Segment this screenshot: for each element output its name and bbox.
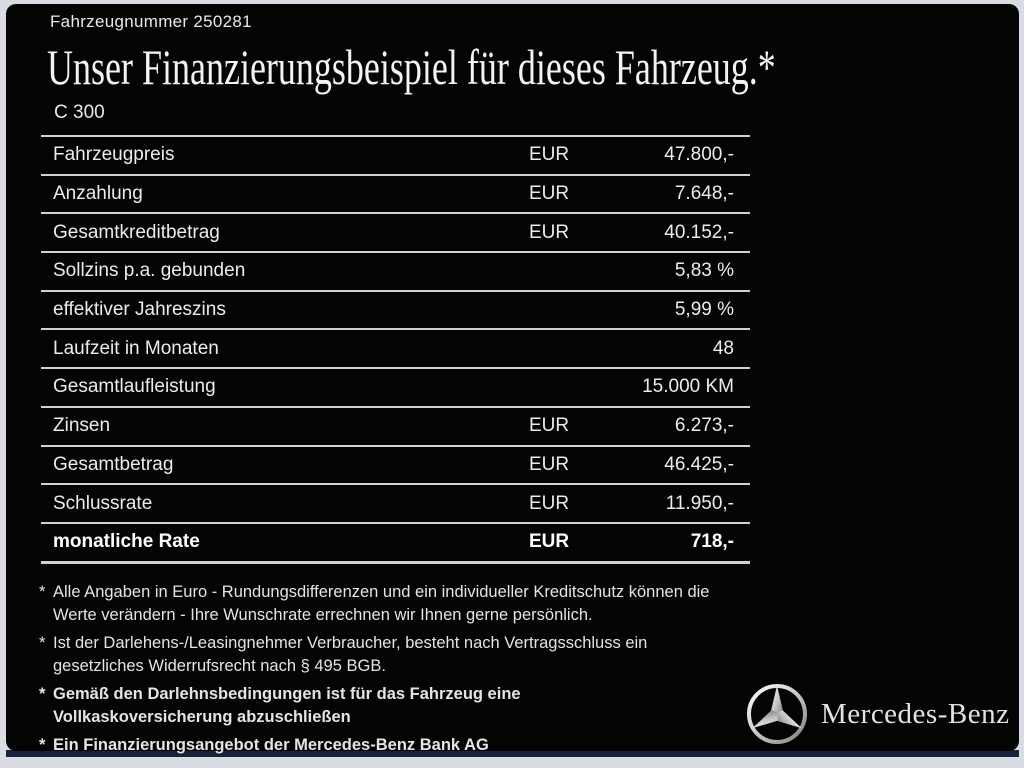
- row-value: 11.950,-: [665, 492, 734, 514]
- row-value: 47.800,-: [664, 144, 734, 166]
- row-label: monatliche Rate: [53, 531, 200, 553]
- table-row: Gesamtkreditbetrag EUR 40.152,-: [41, 214, 750, 254]
- footnote-line: gesetzliches Widerrufsrecht nach § 495 B…: [53, 656, 386, 675]
- brand-wordmark: Mercedes-Benz: [821, 697, 1010, 730]
- footnotes: * Alle Angaben in Euro - Rundungsdiffere…: [39, 581, 739, 763]
- row-value: 718,-: [690, 531, 734, 553]
- page-title: Unser Finanzierungsbeispiel für dieses F…: [47, 39, 776, 95]
- row-currency: EUR: [529, 221, 570, 243]
- footnote-marker: *: [39, 583, 46, 601]
- row-currency: EUR: [529, 531, 570, 553]
- row-value: 5,83 %: [674, 260, 734, 282]
- row-value: 5,99 %: [674, 299, 734, 321]
- row-value: 40.152,-: [664, 221, 734, 243]
- row-currency: EUR: [529, 453, 570, 475]
- vehicle-number: Fahrzeugnummer 250281: [50, 12, 252, 31]
- row-value: 48: [712, 337, 734, 359]
- table-row: Zinsen EUR 6.273,-: [41, 408, 750, 447]
- table-row: Anzahlung EUR 7.648,-: [41, 176, 750, 215]
- row-currency: EUR: [529, 144, 570, 166]
- table-row: Sollzins p.a. gebunden 5,83 %: [41, 253, 750, 292]
- footnote-line: Ist der Darlehens-/Leasingnehmer Verbrau…: [53, 634, 648, 652]
- row-label: Gesamtlaufleistung: [53, 376, 216, 398]
- footnote: * Ein Finanzierungsangebot der Mercedes-…: [39, 734, 739, 757]
- footnote-marker: *: [39, 736, 46, 754]
- table-row: Fahrzeugpreis EUR 47.800,-: [41, 137, 750, 176]
- row-label: Sollzins p.a. gebunden: [53, 260, 246, 282]
- footnote-marker: *: [39, 634, 46, 652]
- table-row-monthly-rate: monatliche Rate EUR 718,-: [41, 524, 750, 564]
- row-label: Laufzeit in Monaten: [53, 337, 219, 359]
- row-label: Zinsen: [53, 415, 111, 437]
- footnote-line: Alle Angaben in Euro - Rundungsdifferenz…: [53, 583, 710, 601]
- table-row: Gesamtlaufleistung 15.000 KM: [41, 369, 750, 408]
- row-label: effektiver Jahreszins: [53, 299, 226, 321]
- footnote-line: Gemäß den Darlehnsbedingungen ist für da…: [53, 685, 521, 703]
- row-label: Schlussrate: [53, 492, 153, 514]
- row-value: 46.425,-: [664, 453, 734, 475]
- row-value: 6.273,-: [674, 415, 734, 437]
- footnote-line: Werte verändern - Ihre Wunschrate errech…: [53, 605, 593, 624]
- bottom-accent-strip: [6, 750, 1019, 757]
- row-label: Gesamtbetrag: [53, 453, 174, 475]
- footnote: * Gemäß den Darlehnsbedingungen ist für …: [39, 683, 739, 728]
- row-label: Fahrzeugpreis: [53, 144, 175, 166]
- table-row: Laufzeit in Monaten 48: [41, 330, 750, 370]
- footnote-text: Alle Angaben in Euro - Rundungsdifferenz…: [53, 581, 709, 626]
- row-currency: EUR: [529, 492, 570, 514]
- row-value: 15.000 KM: [642, 376, 734, 398]
- row-currency: EUR: [529, 183, 570, 205]
- row-label: Anzahlung: [53, 183, 143, 205]
- table-row: Schlussrate EUR 11.950,-: [41, 485, 750, 524]
- row-label: Gesamtkreditbetrag: [53, 221, 220, 243]
- footnote-marker: *: [39, 685, 46, 703]
- table-row: Gesamtbetrag EUR 46.425,-: [41, 447, 750, 486]
- row-currency: EUR: [529, 415, 570, 437]
- table-row: effektiver Jahreszins 5,99 %: [41, 292, 750, 331]
- vehicle-model: C 300: [54, 102, 105, 123]
- brand-block: Mercedes-Benz: [745, 682, 1009, 746]
- row-value: 7.648,-: [674, 183, 734, 205]
- footnote: * Alle Angaben in Euro - Rundungsdiffere…: [39, 581, 739, 626]
- footnote-line: Ein Finanzierungsangebot der Mercedes-Be…: [53, 736, 489, 754]
- financing-sheet-panel: Fahrzeugnummer 250281 Unser Finanzierung…: [6, 4, 1019, 754]
- footnote-text: Ist der Darlehens-/Leasingnehmer Verbrau…: [53, 632, 647, 677]
- financing-table: Fahrzeugpreis EUR 47.800,- Anzahlung EUR…: [41, 135, 750, 564]
- footnote-text: Gemäß den Darlehnsbedingungen ist für da…: [53, 683, 521, 728]
- mercedes-star-icon: [747, 684, 807, 744]
- footnote-line: Vollkaskoversicherung abzuschließen: [53, 707, 351, 726]
- footnote-text: Ein Finanzierungsangebot der Mercedes-Be…: [53, 734, 489, 757]
- footnote: * Ist der Darlehens-/Leasingnehmer Verbr…: [39, 632, 739, 677]
